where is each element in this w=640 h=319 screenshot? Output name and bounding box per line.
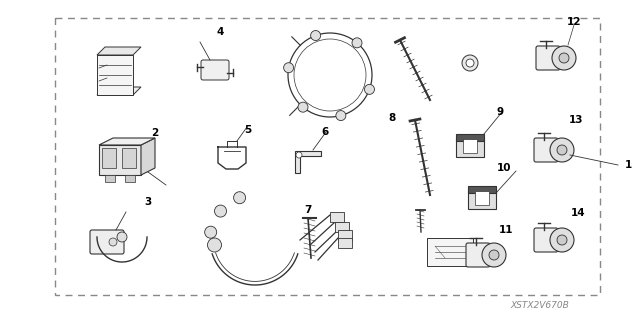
Bar <box>330 212 344 222</box>
Bar <box>338 238 352 248</box>
Bar <box>55 18 600 295</box>
Circle shape <box>336 111 346 121</box>
Text: 10: 10 <box>497 163 511 173</box>
Bar <box>475 191 489 205</box>
Circle shape <box>489 250 499 260</box>
FancyBboxPatch shape <box>536 46 560 70</box>
Bar <box>122 148 136 168</box>
Circle shape <box>550 228 574 252</box>
Circle shape <box>310 31 321 41</box>
Polygon shape <box>97 87 141 95</box>
FancyBboxPatch shape <box>427 238 473 266</box>
Bar <box>468 186 496 193</box>
Text: 12: 12 <box>567 17 581 27</box>
Circle shape <box>352 38 362 48</box>
Text: 4: 4 <box>216 27 224 37</box>
Circle shape <box>552 46 576 70</box>
Polygon shape <box>97 55 133 95</box>
Polygon shape <box>99 145 141 175</box>
Circle shape <box>214 205 227 217</box>
FancyBboxPatch shape <box>201 60 229 80</box>
Text: 6: 6 <box>321 127 328 137</box>
Bar <box>125 175 135 182</box>
FancyBboxPatch shape <box>534 138 558 162</box>
Text: 5: 5 <box>244 125 252 135</box>
Bar <box>335 222 349 232</box>
Circle shape <box>109 238 117 246</box>
Polygon shape <box>97 47 141 55</box>
Circle shape <box>296 152 302 158</box>
Circle shape <box>234 192 246 204</box>
Bar <box>102 148 116 168</box>
Circle shape <box>205 226 217 238</box>
Text: 9: 9 <box>497 107 504 117</box>
Text: 7: 7 <box>304 205 312 215</box>
FancyBboxPatch shape <box>534 228 558 252</box>
Circle shape <box>207 238 221 252</box>
Bar <box>105 175 115 182</box>
Bar <box>463 139 477 153</box>
Polygon shape <box>99 138 155 145</box>
Bar <box>456 139 484 157</box>
Circle shape <box>482 243 506 267</box>
Text: 3: 3 <box>145 197 152 207</box>
FancyBboxPatch shape <box>90 230 124 254</box>
Polygon shape <box>141 138 155 175</box>
Circle shape <box>557 145 567 155</box>
Bar <box>456 134 484 141</box>
FancyBboxPatch shape <box>466 243 490 267</box>
Circle shape <box>466 59 474 67</box>
Circle shape <box>550 138 574 162</box>
Circle shape <box>284 63 294 73</box>
Bar <box>468 191 496 209</box>
Polygon shape <box>295 151 321 173</box>
Text: 14: 14 <box>571 208 586 218</box>
Text: 8: 8 <box>388 113 396 123</box>
Text: 11: 11 <box>499 225 513 235</box>
Circle shape <box>462 55 478 71</box>
Text: XSTX2V670B: XSTX2V670B <box>511 300 570 309</box>
Circle shape <box>559 53 569 63</box>
Text: 1: 1 <box>625 160 632 170</box>
Circle shape <box>117 232 127 242</box>
Circle shape <box>557 235 567 245</box>
Text: 2: 2 <box>152 128 159 138</box>
Text: 13: 13 <box>569 115 583 125</box>
Circle shape <box>364 84 374 94</box>
Circle shape <box>298 102 308 112</box>
Bar <box>338 230 352 240</box>
